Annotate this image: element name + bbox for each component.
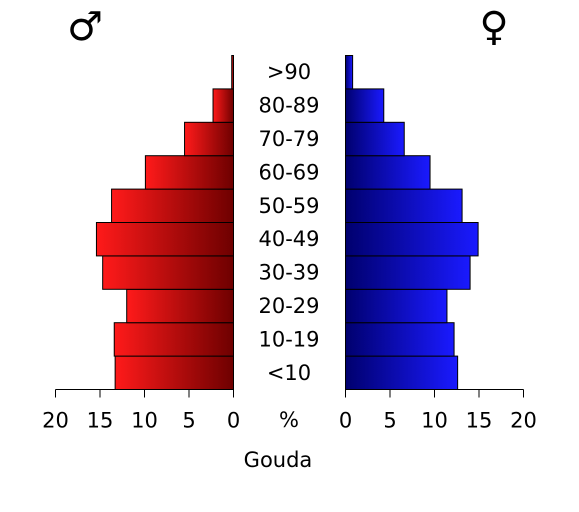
female-tick-label: 20 <box>510 409 537 433</box>
female-bar <box>345 322 455 357</box>
female-bar <box>345 288 448 324</box>
female-bar <box>345 188 463 224</box>
male-bar <box>144 155 234 190</box>
female-symbol: ♀ <box>479 4 508 50</box>
male-tick-label: 15 <box>87 409 114 433</box>
age-group-label: 50-59 <box>258 194 319 218</box>
male-tick-label: 10 <box>131 409 158 433</box>
age-group-label: 70-79 <box>258 127 319 151</box>
age-group-label: 30-39 <box>258 261 319 285</box>
male-bar <box>184 121 235 157</box>
female-tick-label: 10 <box>421 409 448 433</box>
male-symbol: ♂ <box>67 4 103 50</box>
age-group-label: 40-49 <box>258 227 319 251</box>
male-bar <box>231 55 235 90</box>
female-bar <box>345 121 405 157</box>
female-x-axis: 0 5 10 15 20 <box>339 389 537 433</box>
female-bar <box>345 155 431 190</box>
male-bar <box>114 355 234 391</box>
female-bar <box>345 88 385 123</box>
female-tick-label: 15 <box>466 409 493 433</box>
male-bar <box>95 222 234 257</box>
unit-label: % <box>279 408 299 432</box>
age-group-label: 20-29 <box>258 294 319 318</box>
male-x-axis: 0 5 10 15 20 <box>42 389 240 433</box>
male-tick-label: 0 <box>227 409 240 433</box>
male-bars <box>95 55 235 391</box>
female-bar <box>345 222 479 257</box>
age-group-label: 10-19 <box>258 327 319 351</box>
female-bars <box>345 55 479 391</box>
male-tick-label: 20 <box>42 409 69 433</box>
male-bar <box>102 255 234 290</box>
male-tick-label: 5 <box>182 409 195 433</box>
female-tick-label: 0 <box>339 409 352 433</box>
female-bar <box>345 255 471 290</box>
age-group-label: 80-89 <box>258 94 319 118</box>
age-group-label: <10 <box>267 361 311 385</box>
age-group-label: >90 <box>267 60 311 84</box>
chart-title: Gouda <box>244 448 313 472</box>
male-bar <box>113 322 234 357</box>
female-tick-label: 5 <box>383 409 396 433</box>
male-bar <box>111 188 234 224</box>
age-group-label: 60-69 <box>258 160 319 184</box>
female-bar <box>345 55 354 90</box>
female-bar <box>345 355 459 391</box>
male-bar <box>126 288 234 324</box>
age-group-labels: <10 10-19 20-29 30-39 40-49 50-59 60-69 70-79 80… <box>258 60 319 385</box>
male-bar <box>212 88 234 123</box>
